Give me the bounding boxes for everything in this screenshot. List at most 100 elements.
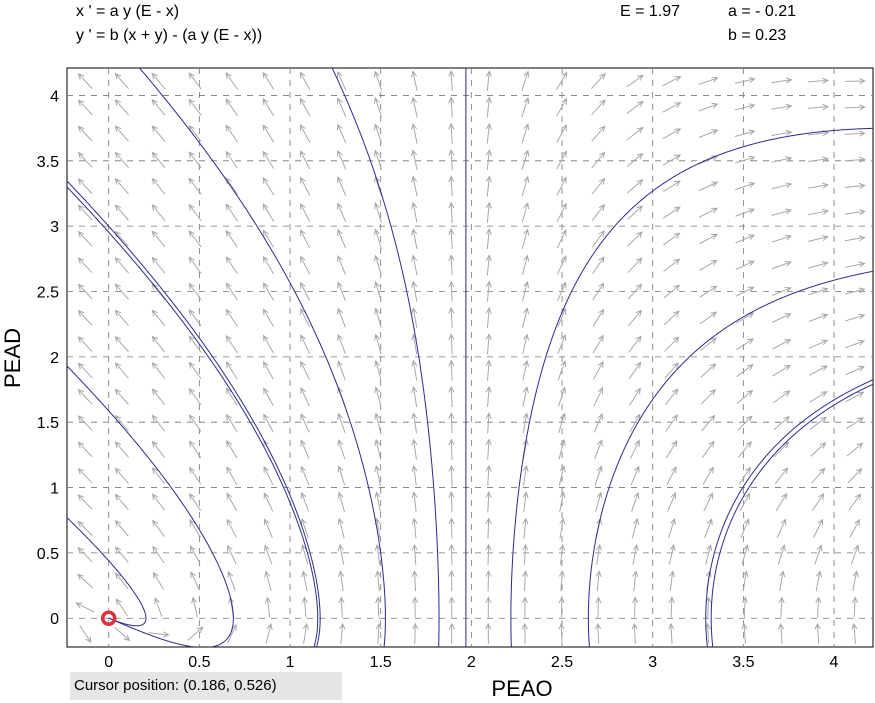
- direction-arrow: [114, 546, 129, 563]
- direction-arrow: [374, 438, 382, 460]
- direction-arrow: [591, 73, 606, 89]
- direction-arrow: [485, 227, 492, 250]
- direction-arrow: [771, 208, 793, 216]
- direction-arrow: [299, 202, 311, 222]
- direction-arrow: [152, 519, 165, 537]
- direction-arrow: [773, 416, 790, 431]
- direction-arrow: [448, 412, 455, 434]
- direction-arrow: [663, 310, 680, 326]
- direction-arrow: [337, 465, 346, 486]
- direction-arrow: [667, 517, 676, 539]
- direction-arrow: [700, 337, 717, 351]
- direction-arrow: [849, 518, 860, 538]
- direction-arrow: [701, 440, 715, 459]
- direction-arrow: [663, 232, 681, 246]
- direction-arrow: [114, 467, 129, 484]
- parameter: E = 1.97: [620, 3, 680, 20]
- direction-arrow: [262, 150, 275, 169]
- direction-arrow: [77, 125, 93, 142]
- direction-arrow: [448, 543, 455, 565]
- direction-arrow: [851, 622, 858, 644]
- direction-arrow: [594, 465, 603, 486]
- direction-arrow: [299, 123, 311, 143]
- direction-arrow: [337, 176, 347, 196]
- direction-arrow: [77, 230, 93, 247]
- direction-arrow: [485, 517, 492, 539]
- direction-arrow: [448, 201, 455, 223]
- direction-arrow: [809, 416, 827, 430]
- direction-arrow: [225, 308, 238, 327]
- direction-arrow: [337, 97, 347, 117]
- direction-arrow: [557, 386, 567, 407]
- direction-arrow: [698, 102, 719, 112]
- direction-arrow: [593, 413, 603, 433]
- direction-arrow: [448, 570, 455, 592]
- direction-arrow: [591, 230, 605, 248]
- direction-arrow: [741, 544, 750, 565]
- direction-arrow: [262, 124, 275, 143]
- direction-arrow: [263, 387, 274, 406]
- direction-arrow: [448, 280, 455, 302]
- direction-arrow: [779, 570, 786, 592]
- direction-arrow: [809, 391, 828, 403]
- direction-arrow: [77, 309, 93, 326]
- direction-arrow: [411, 464, 418, 486]
- trajectory: [138, 68, 386, 647]
- direction-arrow: [808, 156, 830, 163]
- direction-arrow: [77, 178, 93, 195]
- direction-arrow: [594, 439, 603, 460]
- direction-arrow: [151, 230, 166, 248]
- direction-arrow: [631, 517, 640, 539]
- direction-arrow: [448, 491, 455, 513]
- direction-arrow: [844, 182, 866, 189]
- direction-arrow: [521, 149, 530, 170]
- direction-arrow: [811, 467, 826, 484]
- direction-arrow: [263, 518, 273, 538]
- direction-arrow: [845, 391, 865, 403]
- direction-arrow: [373, 96, 383, 118]
- direction-arrow: [114, 441, 129, 458]
- direction-arrow: [227, 544, 237, 565]
- direction-arrow: [556, 150, 567, 170]
- direction-arrow: [522, 464, 529, 486]
- direction-arrow: [593, 360, 604, 380]
- direction-arrow: [626, 179, 644, 194]
- direction-arrow: [448, 122, 455, 144]
- direction-arrow: [411, 122, 418, 144]
- direction-arrow: [662, 128, 682, 140]
- direction-arrow: [851, 596, 859, 618]
- direction-arrow: [374, 570, 382, 592]
- direction-arrow: [736, 338, 755, 351]
- direction-arrow: [485, 70, 492, 92]
- direction-arrow: [704, 518, 713, 539]
- direction-arrow: [262, 229, 275, 248]
- direction-arrow: [627, 257, 643, 273]
- direction-arrow: [262, 334, 274, 354]
- trajectory: [67, 180, 321, 647]
- direction-arrow: [151, 72, 166, 90]
- direction-arrow: [699, 233, 718, 245]
- direction-arrow: [700, 363, 717, 378]
- direction-arrow: [411, 438, 418, 460]
- direction-arrow: [301, 596, 308, 618]
- direction-arrow: [522, 307, 530, 328]
- direction-arrow: [591, 151, 606, 169]
- parameter: b = 0.23: [728, 27, 786, 44]
- direction-arrow: [77, 99, 93, 116]
- direction-arrow: [771, 77, 793, 84]
- direction-arrow: [556, 255, 567, 275]
- x-tick-label: 2: [467, 654, 476, 671]
- direction-arrow: [225, 150, 238, 169]
- direction-arrow: [668, 622, 675, 644]
- direction-arrow: [629, 413, 641, 433]
- direction-arrow: [188, 440, 202, 459]
- direction-arrow: [411, 149, 418, 171]
- direction-arrow: [735, 155, 756, 164]
- y-tick-label: 1: [50, 481, 59, 498]
- direction-arrow: [151, 361, 166, 379]
- direction-arrow: [592, 282, 605, 301]
- direction-arrow: [662, 180, 681, 193]
- direction-arrow: [151, 309, 166, 327]
- direction-arrow: [151, 335, 166, 353]
- direction-arrow: [485, 96, 492, 118]
